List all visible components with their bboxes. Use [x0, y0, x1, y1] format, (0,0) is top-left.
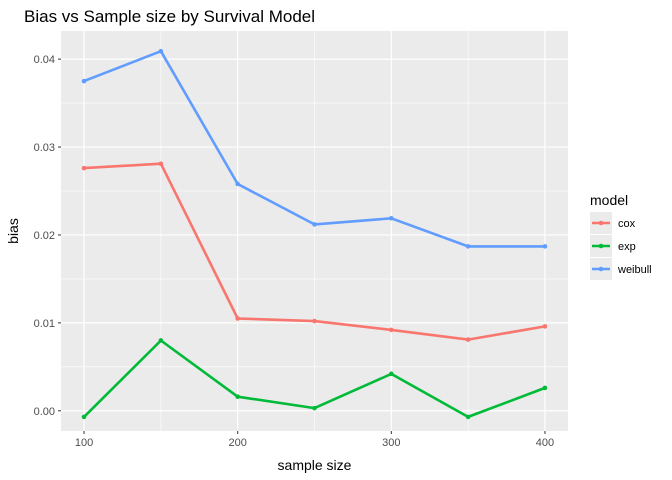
data-point-exp — [81, 414, 87, 420]
legend-key-point-cox — [598, 220, 604, 226]
x-tick-label: 100 — [75, 437, 93, 449]
data-point-weibull — [312, 222, 317, 227]
data-point-exp — [465, 414, 471, 420]
data-point-cox — [235, 316, 240, 321]
minor-gridlines — [61, 31, 568, 431]
x-tick-label: 300 — [382, 437, 400, 449]
data-point-weibull — [389, 215, 394, 221]
data-point-cox — [158, 161, 164, 167]
y-tick-label: 0.02 — [34, 230, 55, 242]
data-point-cox — [81, 165, 87, 171]
series-layer — [81, 48, 548, 420]
y-tick-label: 0.00 — [34, 406, 55, 418]
data-point-weibull — [235, 181, 240, 187]
x-axis: 100 200 300 400 — [75, 431, 554, 449]
data-point-cox — [312, 318, 317, 324]
data-point-exp — [542, 385, 548, 391]
legend: model cox exp weibull — [590, 192, 652, 280]
y-axis-title: bias — [5, 218, 21, 244]
data-point-cox — [465, 337, 471, 342]
data-point-exp — [312, 405, 317, 411]
data-point-weibull — [465, 244, 471, 249]
data-point-exp — [235, 394, 240, 400]
legend-title: model — [590, 192, 628, 208]
legend-label-exp: exp — [618, 241, 636, 253]
data-point-weibull — [81, 78, 87, 84]
x-axis-title: sample size — [278, 457, 352, 473]
legend-label-weibull: weibull — [617, 264, 652, 276]
y-tick-label: 0.04 — [34, 54, 55, 66]
data-point-cox — [542, 324, 548, 329]
data-point-exp — [389, 371, 394, 377]
x-tick-label: 200 — [229, 437, 247, 449]
y-tick-label: 0.03 — [34, 142, 55, 154]
y-axis: 0.00 0.01 0.02 0.03 0.04 — [34, 54, 61, 418]
x-tick-label: 400 — [536, 437, 554, 449]
data-point-weibull — [158, 48, 164, 54]
y-tick-label: 0.01 — [34, 318, 55, 330]
chart-title: Bias vs Sample size by Survival Model — [24, 7, 315, 26]
data-point-cox — [389, 327, 394, 333]
data-point-weibull — [542, 244, 548, 249]
legend-key-point-weibull — [598, 266, 604, 272]
legend-key-point-exp — [598, 243, 604, 249]
data-point-exp — [158, 338, 164, 343]
legend-label-cox: cox — [618, 218, 636, 230]
major-gridlines — [61, 31, 568, 431]
